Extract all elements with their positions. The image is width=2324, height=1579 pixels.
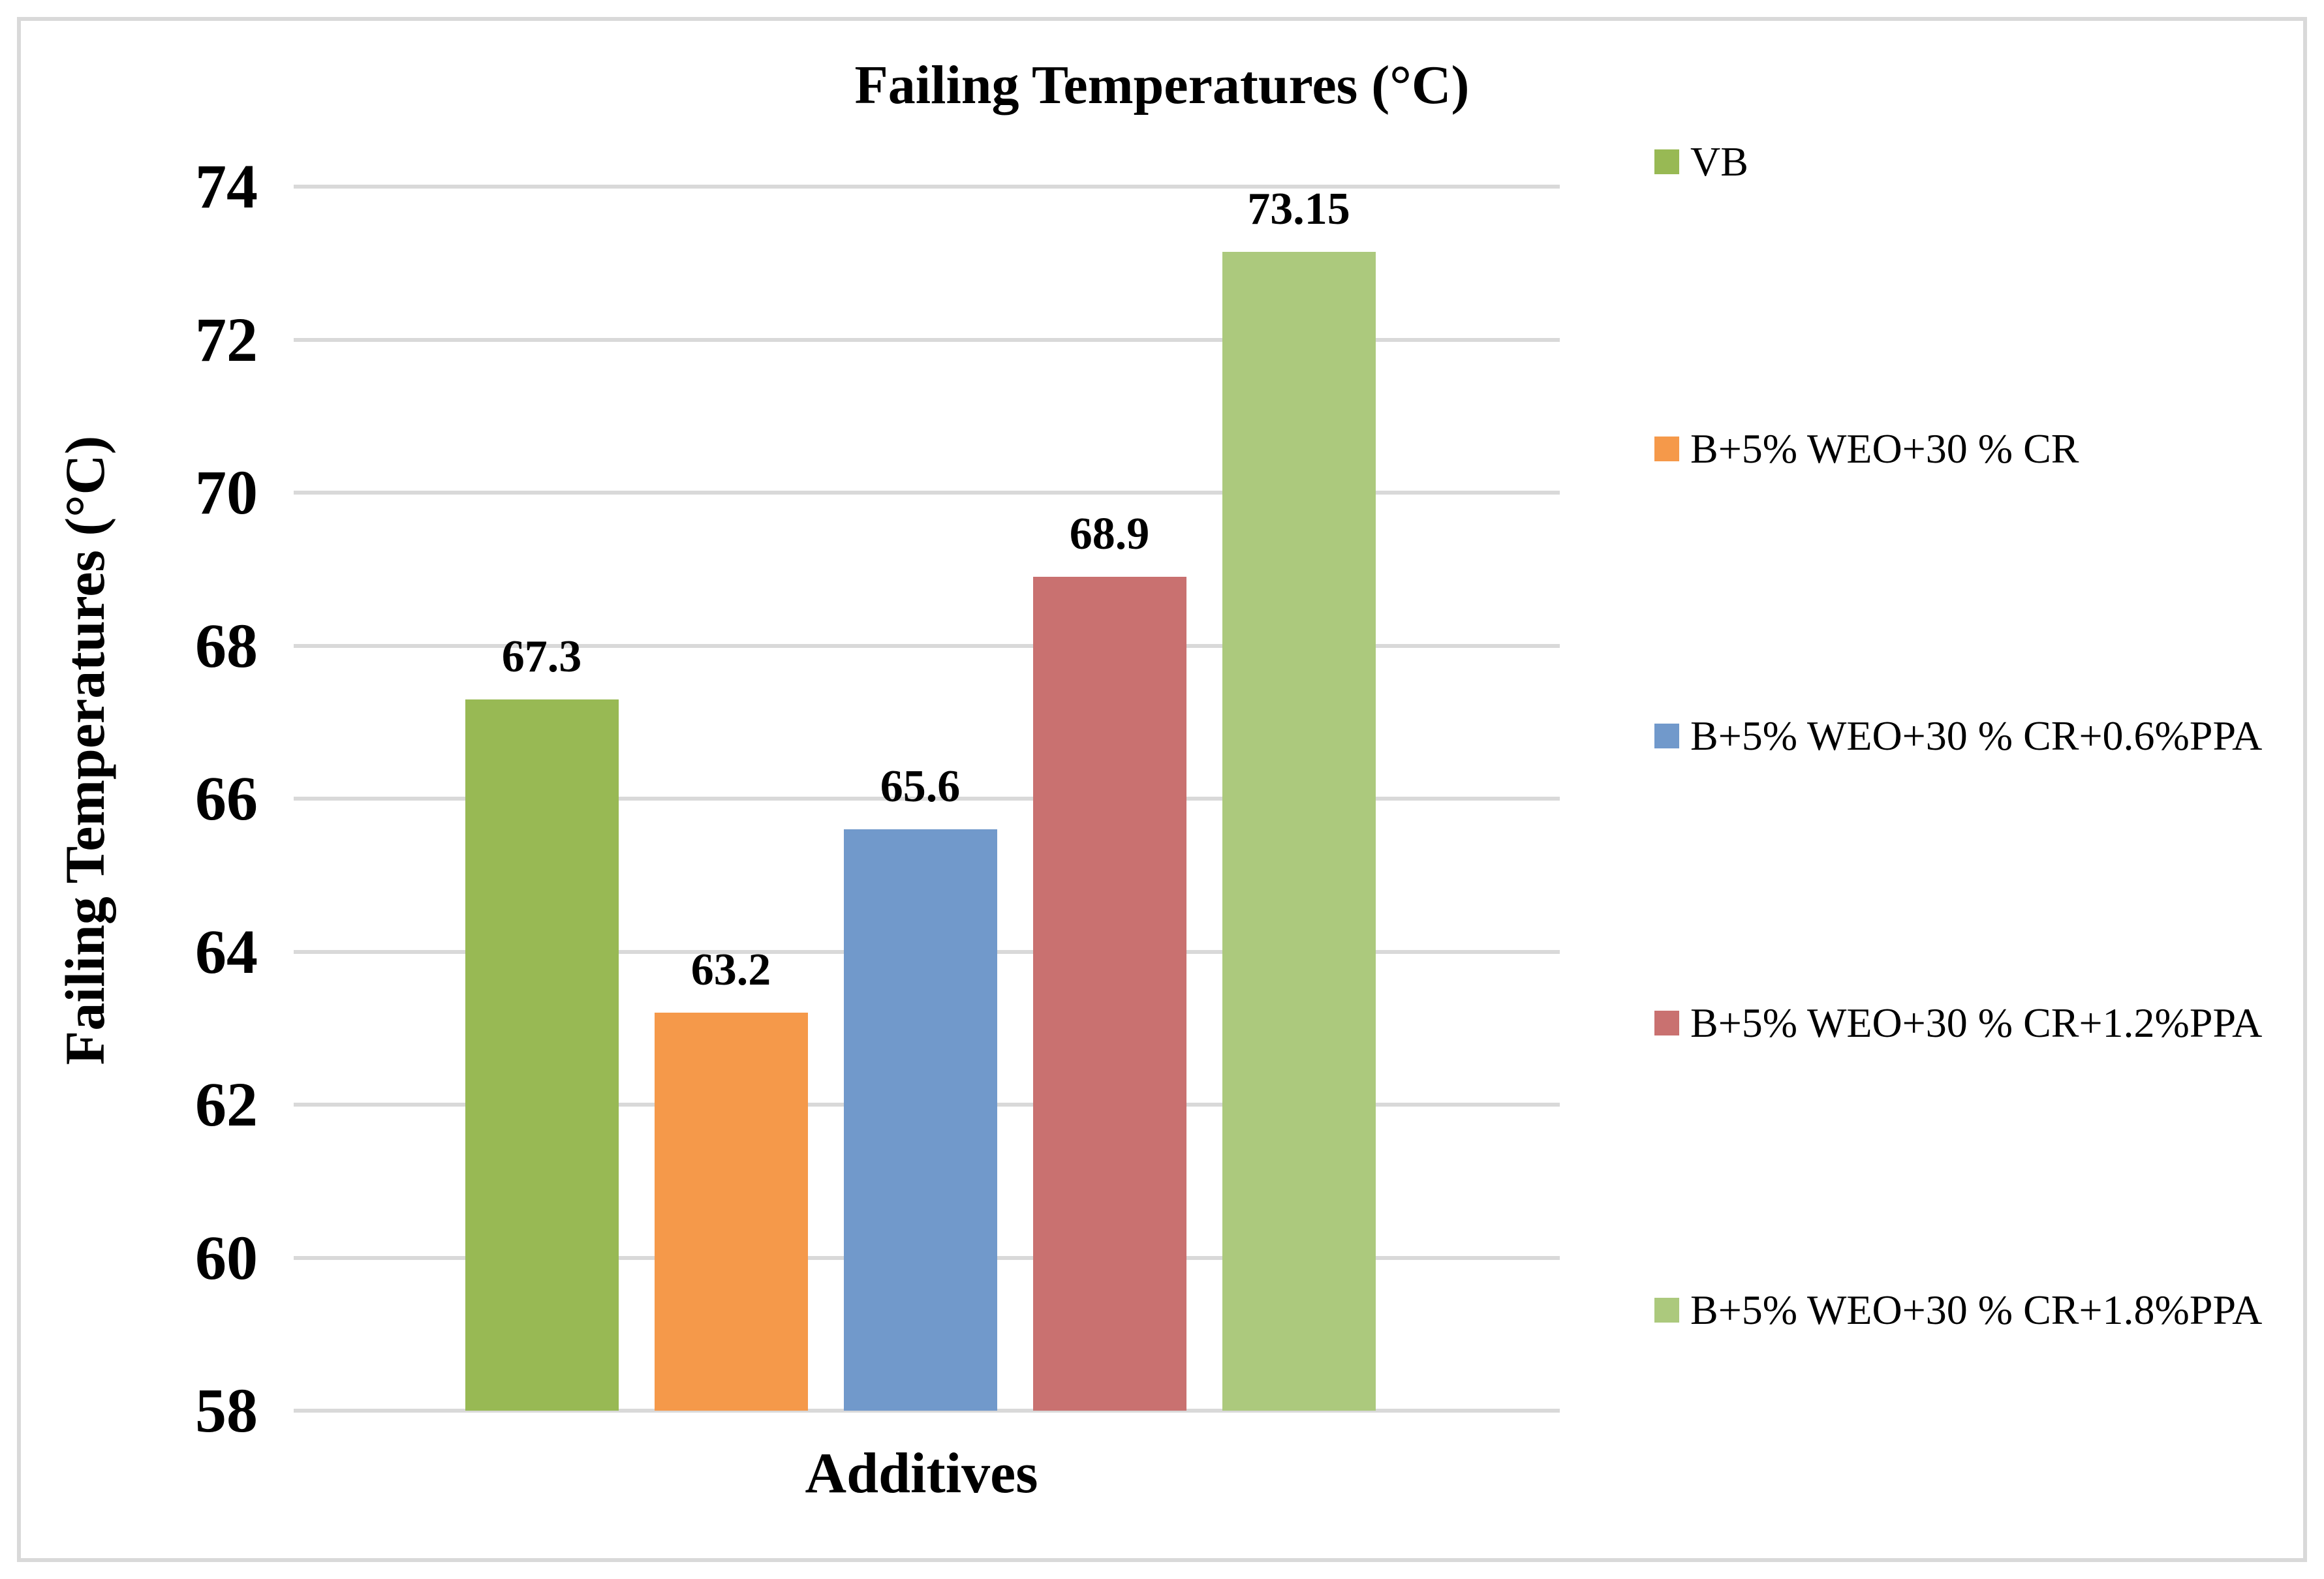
legend-swatch-icon	[1654, 149, 1679, 174]
y-tick-label: 72	[195, 304, 258, 375]
y-tick-label: 64	[195, 916, 258, 987]
bar-value-label: 67.3	[501, 631, 582, 682]
legend-label: B+5% WEO+30 % CR	[1690, 425, 2079, 472]
x-axis-title: Additives	[805, 1442, 1038, 1505]
gridline	[294, 1409, 1560, 1413]
bar-value-label: 65.6	[880, 761, 961, 812]
y-tick-label: 68	[195, 610, 258, 681]
bar-value-label: 68.9	[1069, 508, 1150, 559]
gridline	[294, 491, 1560, 495]
bar-4	[1032, 576, 1186, 1411]
legend-label: VB	[1690, 138, 1748, 185]
gridline	[294, 185, 1560, 189]
legend-swatch-icon	[1654, 437, 1679, 461]
legend-label: B+5% WEO+30 % CR+0.6%PPA	[1690, 713, 2263, 759]
legend-swatch-icon	[1654, 724, 1679, 748]
y-tick-label: 60	[195, 1222, 258, 1293]
bar-2	[654, 1013, 808, 1411]
legend-swatch-icon	[1654, 1011, 1679, 1035]
bar-5	[1222, 251, 1376, 1411]
bar-1	[465, 699, 619, 1411]
y-tick-label: 74	[195, 151, 258, 221]
y-tick-label: 66	[195, 763, 258, 833]
legend-label: B+5% WEO+30 % CR+1.2%PPA	[1690, 1000, 2263, 1046]
legend-swatch-icon	[1654, 1298, 1679, 1323]
chart-title: Failing Temperatures (°C)	[854, 55, 1470, 115]
y-tick-label: 70	[195, 457, 258, 527]
y-tick-label: 62	[195, 1069, 258, 1139]
gridline	[294, 337, 1560, 342]
legend-label: B+5% WEO+30 % CR+1.8%PPA	[1690, 1287, 2263, 1333]
gridline	[294, 797, 1560, 801]
bar-3	[843, 829, 997, 1411]
y-axis-title: Failing Temperatures (°C)	[54, 435, 116, 1065]
bar-value-label: 63.2	[690, 945, 771, 996]
y-tick-label: 58	[195, 1375, 258, 1445]
gridline	[294, 643, 1560, 648]
bar-value-label: 73.15	[1247, 183, 1350, 234]
